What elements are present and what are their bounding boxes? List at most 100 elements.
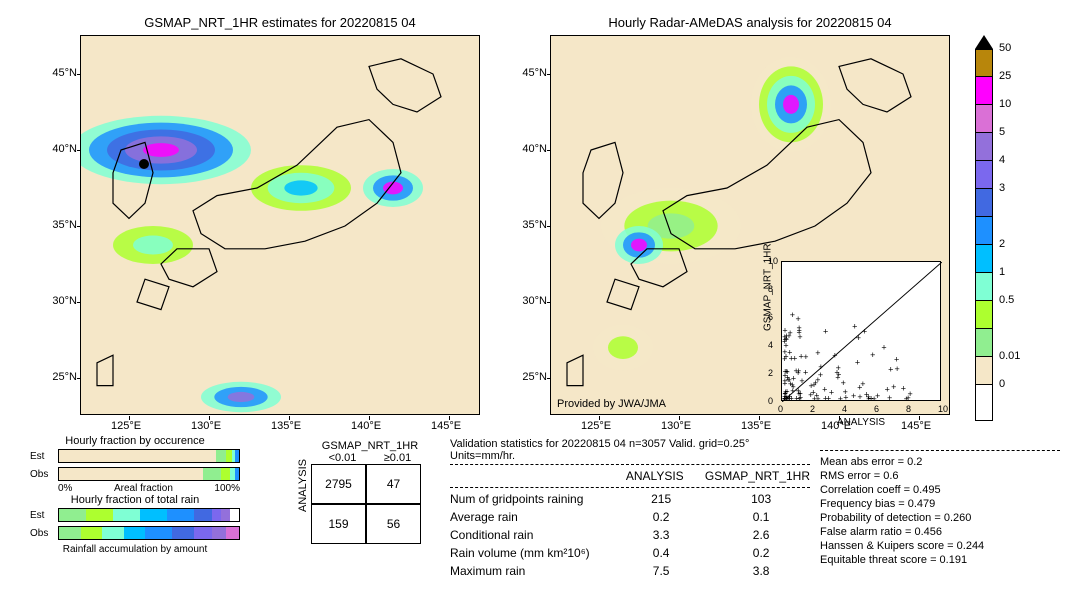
svg-text:+: + xyxy=(888,364,893,374)
metric-row: Frequency bias = 0.479 xyxy=(820,497,1060,511)
ytick: 35°N xyxy=(511,219,547,231)
col-h: ANALYSIS xyxy=(625,469,685,483)
stat-val: 0.4 xyxy=(630,546,692,560)
svg-text:+: + xyxy=(851,391,856,401)
matrix-col-label: ≥0.01 xyxy=(370,452,425,464)
metric-row: Probability of detection = 0.260 xyxy=(820,511,1060,525)
colorbar-seg xyxy=(975,273,993,301)
fraction-caption: Rainfall accumulation by amount xyxy=(30,544,240,555)
colorbar-tick: 3 xyxy=(999,182,1005,194)
map-credit: Provided by JWA/JMA xyxy=(557,398,666,410)
svg-text:+: + xyxy=(843,392,848,402)
svg-text:+: + xyxy=(894,354,899,364)
colorbar-tick: 0.5 xyxy=(999,294,1014,306)
xtick: 125°E xyxy=(111,420,141,432)
left-map: 45°N40°N35°N30°N25°N125°E130°E135°E140°E… xyxy=(80,35,480,415)
stat-val: 0.1 xyxy=(712,510,810,524)
svg-text:+: + xyxy=(782,378,787,388)
svg-text:+: + xyxy=(905,393,910,402)
stats-row: Rain volume (mm km²10⁶)0.40.2 xyxy=(450,544,810,562)
stat-val: 215 xyxy=(630,492,692,506)
stacked-bar xyxy=(58,508,240,522)
colorbar-tick: 4 xyxy=(999,154,1005,166)
stats-table: Validation statistics for 20220815 04 n=… xyxy=(450,438,810,580)
svg-text:+: + xyxy=(855,357,860,367)
colorbar-seg xyxy=(975,301,993,329)
fraction-title: Hourly fraction by occurence xyxy=(30,435,240,447)
stats-row: Num of gridpoints raining 215 103 xyxy=(450,490,810,508)
colorbar-seg xyxy=(975,105,993,133)
fraction-bars: Hourly fraction by occurenceEstObs0%Area… xyxy=(30,435,240,555)
stacked-bar xyxy=(58,449,240,463)
metric-row: False alarm ratio = 0.456 xyxy=(820,525,1060,539)
svg-text:+: + xyxy=(856,333,861,343)
svg-text:+: + xyxy=(860,379,865,389)
right-map-title: Hourly Radar-AMeDAS analysis for 2022081… xyxy=(550,15,950,30)
svg-text:+: + xyxy=(887,393,892,402)
svg-text:+: + xyxy=(796,323,801,333)
svg-text:+: + xyxy=(852,322,857,332)
colorbar-tick: 10 xyxy=(999,98,1011,110)
stat-val: 2.6 xyxy=(712,528,810,542)
colorbar-tick: 2 xyxy=(999,238,1005,250)
stat-val: 103 xyxy=(712,492,810,506)
stat-label: Average rain xyxy=(450,510,610,524)
bar-row-label: Est xyxy=(30,510,54,521)
stat-label: Num of gridpoints raining xyxy=(450,492,610,506)
svg-text:+: + xyxy=(796,386,801,396)
bar-row-label: Obs xyxy=(30,469,54,480)
left-map-title: GSMAP_NRT_1HR estimates for 20220815 04 xyxy=(80,15,480,30)
svg-text:+: + xyxy=(891,382,896,392)
metrics-list: Mean abs error = 0.2RMS error = 0.6Corre… xyxy=(820,450,1060,567)
matrix-cell: 47 xyxy=(366,464,421,504)
stat-val: 0.2 xyxy=(630,510,692,524)
colorbar-tick: 0.01 xyxy=(999,350,1020,362)
bar-row-label: Obs xyxy=(30,528,54,539)
colorbar-seg xyxy=(975,161,993,189)
contingency-matrix: GSMAP_NRT_1HR<0.01≥0.01ANALYSIS279547159… xyxy=(295,440,425,544)
svg-text:+: + xyxy=(818,362,823,372)
xtick: 130°E xyxy=(661,420,691,432)
stat-label: Conditional rain xyxy=(450,528,610,542)
ytick: 40°N xyxy=(511,143,547,155)
stats-row: Conditional rain 3.3 2.6 xyxy=(450,526,810,544)
col-h: GSMAP_NRT_1HR xyxy=(705,469,810,483)
stat-label: Rain volume (mm km²10⁶) xyxy=(450,546,610,560)
stat-val: 3.8 xyxy=(712,564,810,578)
ytick: 45°N xyxy=(511,67,547,79)
ytick: 25°N xyxy=(41,371,77,383)
stat-label: Maximum rain xyxy=(450,564,610,578)
colorbar-tick: 5 xyxy=(999,126,1005,138)
svg-text:+: + xyxy=(841,378,846,388)
ytick: 40°N xyxy=(41,143,77,155)
colorbar-seg xyxy=(975,77,993,105)
xtick: 145°E xyxy=(431,420,461,432)
svg-text:+: + xyxy=(832,351,837,361)
colorbar-tick: 0 xyxy=(999,378,1005,390)
frac-xm: Areal fraction xyxy=(72,483,214,494)
frac-xr: 100% xyxy=(214,483,240,494)
xtick: 140°E xyxy=(351,420,381,432)
svg-text:+: + xyxy=(782,389,787,399)
colorbar-arrow xyxy=(975,35,993,49)
svg-text:+: + xyxy=(862,327,867,337)
stats-row: Maximum rain 7.5 3.8 xyxy=(450,562,810,580)
stat-val: 3.3 xyxy=(630,528,692,542)
svg-text:+: + xyxy=(797,332,802,342)
fraction-title: Hourly fraction of total rain xyxy=(30,494,240,506)
metric-row: Hanssen & Kuipers score = 0.244 xyxy=(820,539,1060,553)
svg-text:+: + xyxy=(829,387,834,397)
stacked-bar xyxy=(58,467,240,481)
svg-text:+: + xyxy=(790,310,795,320)
stacked-bar xyxy=(58,526,240,540)
stats-row: Average rain 0.2 0.1 xyxy=(450,508,810,526)
stat-val: 7.5 xyxy=(630,564,692,578)
svg-text:+: + xyxy=(796,366,801,376)
svg-text:+: + xyxy=(895,364,900,374)
stats-title: Validation statistics for 20220815 04 n=… xyxy=(450,438,810,462)
svg-text:+: + xyxy=(823,326,828,336)
right-map: 45°N40°N35°N30°N25°N125°E130°E135°E140°E… xyxy=(550,35,950,415)
colorbar-seg xyxy=(975,385,993,421)
svg-text:+: + xyxy=(783,351,788,361)
colorbar-tick: 50 xyxy=(999,42,1011,54)
